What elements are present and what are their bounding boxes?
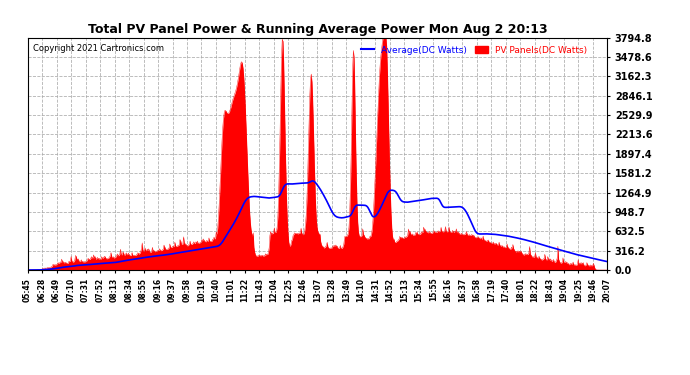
Text: Copyright 2021 Cartronics.com: Copyright 2021 Cartronics.com xyxy=(33,45,164,54)
Title: Total PV Panel Power & Running Average Power Mon Aug 2 20:13: Total PV Panel Power & Running Average P… xyxy=(88,23,547,36)
Legend: Average(DC Watts), PV Panels(DC Watts): Average(DC Watts), PV Panels(DC Watts) xyxy=(357,42,591,58)
